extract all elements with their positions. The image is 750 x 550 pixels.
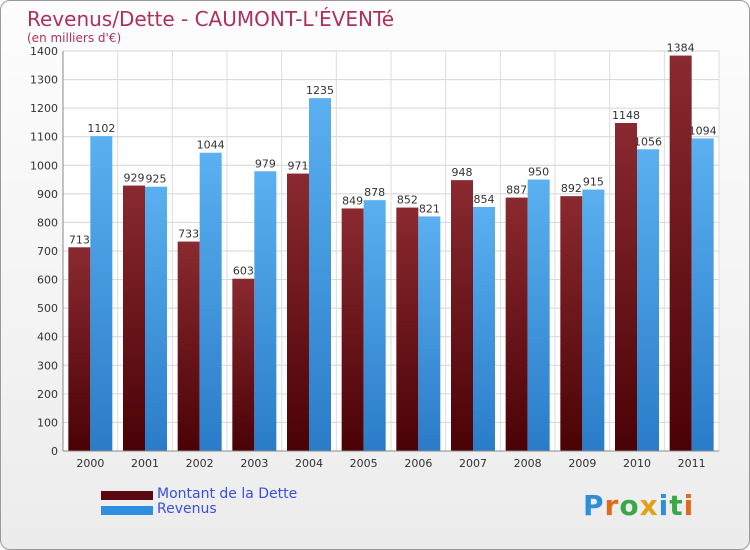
bar-dette xyxy=(177,241,200,451)
data-label: 821 xyxy=(419,202,440,215)
bar-dette xyxy=(287,173,309,452)
x-tick-label: 2009 xyxy=(568,457,596,470)
x-tick-label: 2005 xyxy=(350,457,378,470)
logo-letter: i xyxy=(683,489,695,522)
bar-revenus xyxy=(582,189,605,452)
x-tick-label: 2007 xyxy=(459,457,487,470)
bar-dette xyxy=(669,55,692,451)
y-tick-label: 400 xyxy=(37,331,58,344)
data-label: 915 xyxy=(583,176,604,189)
bar-dette xyxy=(68,247,91,451)
x-tick-label: 2008 xyxy=(514,457,542,470)
x-tick-label: 2002 xyxy=(186,457,214,470)
data-label: 854 xyxy=(474,193,495,206)
data-label: 1056 xyxy=(634,135,662,148)
y-tick-label: 500 xyxy=(37,302,58,315)
x-tick-label: 2004 xyxy=(295,457,323,470)
x-tick-label: 2010 xyxy=(623,457,651,470)
bar-dette xyxy=(505,197,528,451)
bar-dette xyxy=(451,180,473,451)
data-label: 849 xyxy=(342,194,363,207)
y-tick-label: 1000 xyxy=(30,159,58,172)
x-tick-label: 2003 xyxy=(240,457,268,470)
proxiti-logo: Proxiti xyxy=(583,489,694,522)
data-label: 948 xyxy=(452,166,473,179)
bar-revenus xyxy=(90,136,113,451)
chart-title: Revenus/Dette - CAUMONT-L'ÉVENTé xyxy=(27,7,395,31)
y-tick-label: 0 xyxy=(51,445,58,458)
legend-swatch-dette xyxy=(101,491,153,500)
y-tick-label: 600 xyxy=(37,274,58,287)
y-tick-label: 300 xyxy=(37,359,58,372)
bar-revenus xyxy=(309,98,331,452)
bar-dette xyxy=(560,196,583,451)
y-tick-label: 700 xyxy=(37,245,58,258)
bar-revenus xyxy=(418,216,441,451)
data-label: 929 xyxy=(124,172,145,185)
legend-swatch-revenus xyxy=(101,506,153,515)
bar-revenus xyxy=(145,186,167,451)
data-label: 887 xyxy=(506,184,527,197)
bar-revenus xyxy=(254,171,277,452)
y-tick-label: 1300 xyxy=(30,74,58,87)
x-tick-label: 2011 xyxy=(678,457,706,470)
logo-letter: x xyxy=(639,489,659,522)
data-label: 950 xyxy=(528,166,549,179)
x-tick-label: 2006 xyxy=(404,457,432,470)
legend-label-dette: Montant de la Dette xyxy=(157,486,298,502)
legend-label-revenus: Revenus xyxy=(157,501,217,517)
y-tick-label: 100 xyxy=(37,416,58,429)
y-tick-label: 900 xyxy=(37,188,58,201)
data-label: 878 xyxy=(364,186,385,199)
bar-revenus xyxy=(527,179,550,452)
data-label: 1235 xyxy=(306,84,334,97)
data-label: 979 xyxy=(255,157,276,170)
bar-dette xyxy=(232,278,255,451)
bar-revenus xyxy=(199,152,222,451)
bar-dette xyxy=(396,207,419,451)
data-label: 971 xyxy=(288,160,309,173)
bar-revenus xyxy=(691,138,714,451)
data-label: 852 xyxy=(397,194,418,207)
chart-subtitle: (en milliers d'€) xyxy=(27,31,122,45)
bar-revenus xyxy=(637,149,659,452)
y-tick-label: 1200 xyxy=(30,102,58,115)
logo-letter: r xyxy=(604,489,620,522)
data-label: 603 xyxy=(233,265,254,278)
bar-revenus xyxy=(473,207,495,451)
data-label: 713 xyxy=(69,233,90,246)
data-label: 1094 xyxy=(689,124,717,137)
bar-dette xyxy=(615,123,637,451)
data-label: 1044 xyxy=(197,139,225,152)
logo-letter: o xyxy=(619,489,640,522)
data-label: 1148 xyxy=(612,109,640,122)
bar-dette xyxy=(123,185,145,452)
logo-letter: i xyxy=(658,489,670,522)
x-tick-label: 2001 xyxy=(131,457,159,470)
y-tick-label: 1400 xyxy=(30,45,58,58)
y-tick-label: 1100 xyxy=(30,131,58,144)
x-tick-label: 2000 xyxy=(76,457,104,470)
bar-dette xyxy=(341,208,364,451)
data-label: 1384 xyxy=(667,42,695,55)
data-label: 925 xyxy=(146,173,167,186)
data-label: 1102 xyxy=(87,122,115,135)
data-label: 733 xyxy=(178,228,199,241)
logo-letter: t xyxy=(669,489,684,522)
logo-letter: P xyxy=(583,489,605,522)
y-tick-label: 200 xyxy=(37,388,58,401)
data-label: 892 xyxy=(561,182,582,195)
y-tick-label: 800 xyxy=(37,216,58,229)
bar-revenus xyxy=(363,200,386,451)
